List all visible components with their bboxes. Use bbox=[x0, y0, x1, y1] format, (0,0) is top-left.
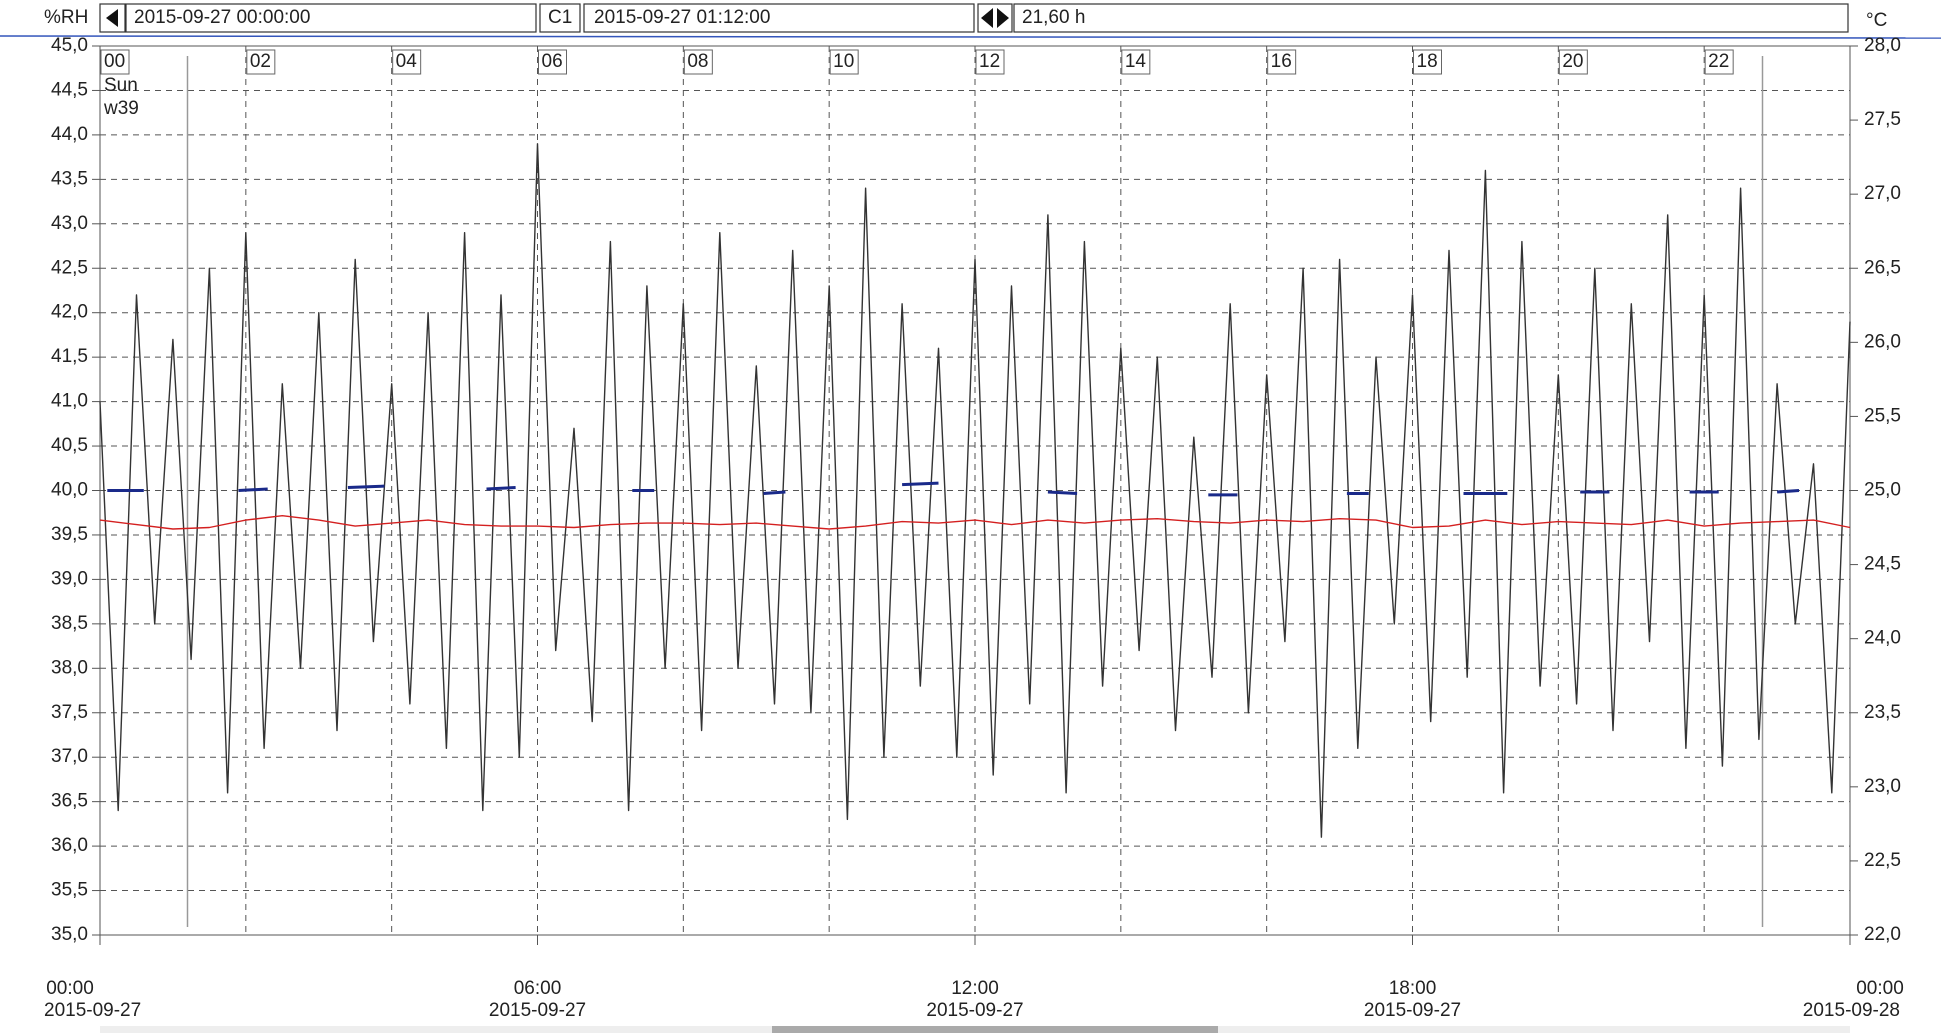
y-tick-label: 36,5 bbox=[51, 791, 88, 812]
x-tick-date: 2015-09-27 bbox=[489, 1000, 586, 1021]
series-line bbox=[99, 143, 1851, 838]
left-unit: %RH bbox=[44, 7, 88, 28]
y2-tick-label: 23,5 bbox=[1864, 702, 1901, 723]
y-tick-label: 37,0 bbox=[51, 746, 88, 767]
cursor-time: 2015-09-27 01:12:00 bbox=[594, 7, 770, 28]
x-tick-label: 12:00 bbox=[951, 978, 999, 999]
hour-box bbox=[538, 49, 567, 75]
hour-box bbox=[1267, 49, 1297, 75]
start-time: 2015-09-27 00:00:00 bbox=[134, 7, 310, 28]
hour-label: 12 bbox=[979, 51, 1000, 72]
hour-label: 16 bbox=[1271, 51, 1292, 72]
y2-tick-label: 26,5 bbox=[1864, 257, 1901, 278]
y-tick-label: 39,5 bbox=[51, 524, 88, 545]
y2-tick-label: 25,5 bbox=[1864, 405, 1901, 426]
hour-box bbox=[1121, 49, 1151, 75]
y2-tick-label: 27,0 bbox=[1864, 183, 1901, 204]
x-tick-date: 2015-09-28 bbox=[1803, 1000, 1900, 1021]
hour-box bbox=[1558, 49, 1588, 75]
x-tick-label: 00:00 bbox=[1856, 978, 1904, 999]
y2-tick-label: 25,0 bbox=[1864, 480, 1901, 501]
scroll-thumb[interactable] bbox=[772, 1026, 1218, 1033]
hour-label: 18 bbox=[1417, 51, 1438, 72]
plot: 35,0 35,5 36,0 36,5 37,0 37,5 38,0 38,5 39,0 39,5… bbox=[44, 35, 1904, 1021]
x-tick-date: 2015-09-27 bbox=[926, 1000, 1023, 1021]
y-tick-label: 44,5 bbox=[51, 79, 88, 100]
y-tick-label: 40,5 bbox=[51, 435, 88, 456]
y-tick-label: 40,0 bbox=[51, 480, 88, 501]
hour-label: 20 bbox=[1562, 51, 1583, 72]
x-tick-label: 18:00 bbox=[1389, 978, 1437, 999]
hour-box bbox=[1704, 49, 1734, 75]
y-tick-label: 39,0 bbox=[51, 568, 88, 589]
y2-tick-label: 22,0 bbox=[1864, 924, 1901, 945]
toolbar-rule bbox=[0, 35, 1941, 39]
y-tick-label: 44,0 bbox=[51, 124, 88, 145]
x-tick-date: 2015-09-27 bbox=[1364, 1000, 1461, 1021]
y-tick-label: 42,5 bbox=[51, 257, 88, 278]
cursor-box bbox=[539, 3, 581, 33]
hour-box bbox=[975, 49, 1005, 75]
series-line bbox=[107, 481, 1800, 497]
day-label: Sun bbox=[104, 75, 138, 96]
hour-box bbox=[246, 49, 276, 75]
prev-arrow bbox=[106, 9, 118, 27]
right-unit: °C bbox=[1866, 10, 1887, 31]
span: 21,60 h bbox=[1022, 7, 1085, 28]
hour-box bbox=[683, 49, 713, 75]
span-arrows bbox=[981, 8, 1009, 28]
start-field[interactable] bbox=[125, 3, 537, 33]
y2-tick-label: 23,0 bbox=[1864, 776, 1901, 797]
x-tick-label: 06:00 bbox=[514, 978, 562, 999]
y-tick-label: 35,0 bbox=[51, 924, 88, 945]
span-field bbox=[1013, 3, 1849, 33]
x-tick-label: 00:00 bbox=[46, 978, 94, 999]
y-tick-label: 36,0 bbox=[51, 835, 88, 856]
y-tick-label: 43,5 bbox=[51, 168, 88, 189]
y-tick-label: 45,0 bbox=[51, 35, 88, 56]
y2-tick-label: 24,5 bbox=[1864, 554, 1901, 575]
hour-box bbox=[100, 49, 130, 75]
y-tick-label: 43,0 bbox=[51, 213, 88, 234]
cursor-field[interactable] bbox=[583, 3, 975, 33]
hour-box bbox=[1413, 49, 1442, 75]
hour-label: 10 bbox=[833, 51, 854, 72]
hour-box bbox=[829, 49, 859, 75]
week-label: w39 bbox=[103, 98, 139, 119]
y-tick-label: 41,5 bbox=[51, 346, 88, 367]
hour-box bbox=[392, 49, 422, 75]
toolbar: %RH 2015-09-27 00:00:00 C1 2015-09-27 01… bbox=[0, 0, 1941, 39]
y2-tick-label: 27,5 bbox=[1864, 109, 1901, 130]
y-tick-label: 38,5 bbox=[51, 613, 88, 634]
x-tick-date: 2015-09-27 bbox=[44, 1000, 141, 1021]
hour-label: 22 bbox=[1708, 51, 1729, 72]
y2-tick-label: 26,0 bbox=[1864, 331, 1901, 352]
hour-label: 00 bbox=[104, 51, 125, 72]
y-tick-label: 37,5 bbox=[51, 702, 88, 723]
y-tick-label: 41,0 bbox=[51, 391, 88, 412]
y-tick-label: 42,0 bbox=[51, 302, 88, 323]
y2-tick-label: 22,5 bbox=[1864, 850, 1901, 871]
y-tick-label: 35,5 bbox=[51, 880, 88, 901]
y-tick-label: 38,0 bbox=[51, 657, 88, 678]
hour-label: 04 bbox=[396, 51, 418, 72]
y2-tick-label: 28,0 bbox=[1864, 35, 1901, 56]
hour-label: 08 bbox=[687, 51, 708, 72]
hour-label: 06 bbox=[542, 51, 563, 72]
series-line bbox=[99, 515, 1851, 530]
y2-tick-label: 24,0 bbox=[1864, 628, 1901, 649]
hour-label: 02 bbox=[250, 51, 271, 72]
cursor-name: C1 bbox=[548, 7, 572, 28]
hour-label: 14 bbox=[1125, 51, 1147, 72]
